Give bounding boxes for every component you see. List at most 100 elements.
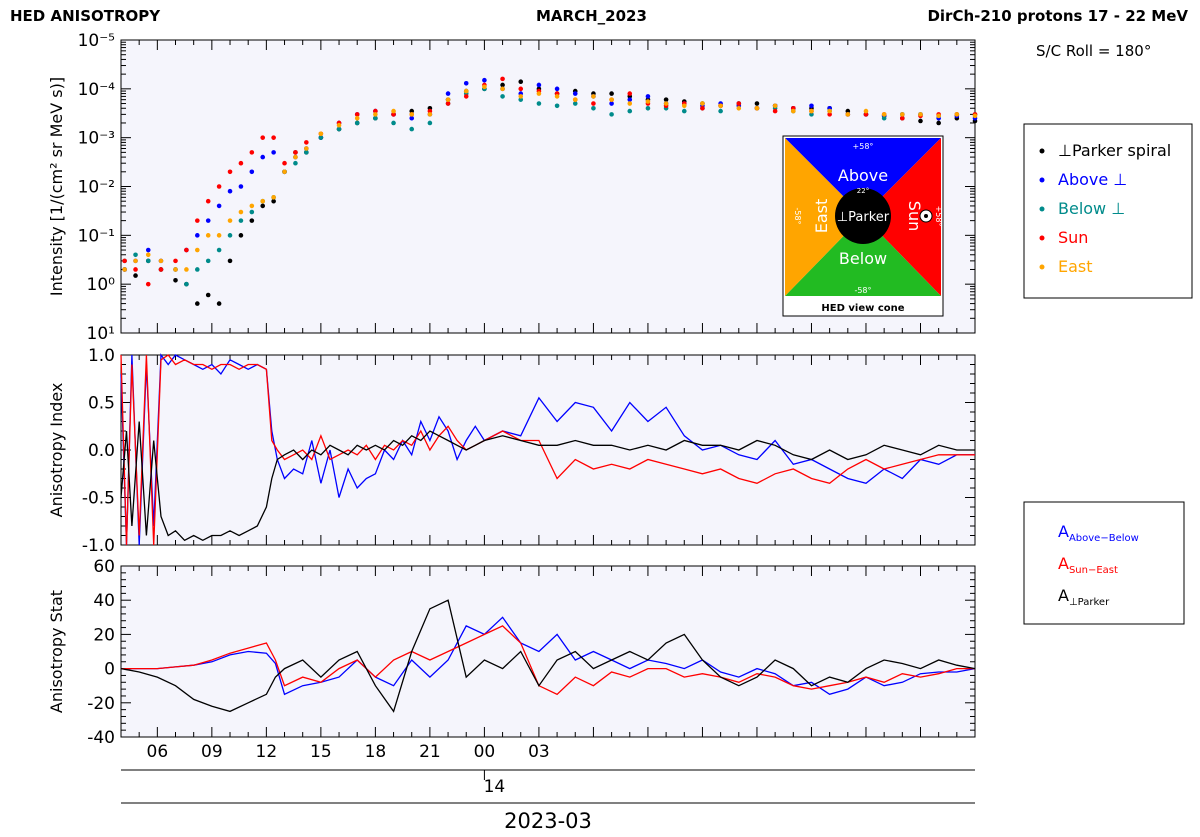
data-point bbox=[681, 108, 687, 114]
day-label: 14 bbox=[484, 777, 506, 797]
data-point bbox=[227, 233, 233, 238]
data-point bbox=[304, 140, 309, 145]
data-point bbox=[627, 91, 633, 96]
data-point bbox=[216, 184, 222, 189]
data-point bbox=[122, 267, 127, 272]
intensity-legend-frame bbox=[1023, 123, 1193, 299]
data-point bbox=[271, 135, 276, 140]
data-point bbox=[645, 94, 651, 99]
cone-east-label: East bbox=[812, 199, 831, 234]
cone-inner-angle: 22° bbox=[857, 187, 869, 195]
data-point bbox=[954, 112, 960, 117]
data-point bbox=[205, 233, 211, 238]
data-point bbox=[754, 101, 760, 106]
y-axis-label: Intensity [1/(cm² sr MeV s)] bbox=[47, 77, 66, 296]
data-point bbox=[184, 281, 189, 287]
data-point bbox=[318, 135, 324, 140]
cone-below-label: Below bbox=[839, 249, 887, 268]
y-tick-label: 10⁻⁵ bbox=[78, 31, 115, 51]
legend-marker bbox=[1039, 206, 1045, 212]
series-line bbox=[120, 599, 976, 713]
y-tick-label: 10¹ bbox=[87, 324, 115, 344]
data-point bbox=[809, 112, 814, 117]
data-point bbox=[195, 267, 200, 272]
data-point bbox=[173, 278, 178, 283]
data-point bbox=[195, 247, 200, 253]
data-point bbox=[536, 91, 542, 96]
y-tick-label: -20 bbox=[87, 694, 115, 714]
data-point bbox=[133, 273, 138, 278]
y-tick-label: 60 bbox=[93, 557, 115, 577]
data-point bbox=[518, 86, 524, 92]
legend-entry: AAbove−Below bbox=[1058, 522, 1139, 544]
data-point bbox=[827, 112, 832, 117]
data-point bbox=[736, 105, 742, 111]
data-point bbox=[700, 101, 705, 106]
data-point bbox=[238, 209, 244, 215]
x-tick-label: 09 bbox=[201, 742, 223, 762]
data-point bbox=[145, 281, 151, 287]
data-point bbox=[133, 258, 138, 264]
data-point bbox=[145, 247, 151, 253]
y-tick-label: -40 bbox=[87, 728, 115, 748]
data-point bbox=[918, 118, 923, 124]
legend-marker bbox=[1039, 264, 1045, 270]
data-point bbox=[249, 203, 255, 209]
data-point bbox=[518, 79, 524, 84]
data-point bbox=[318, 131, 324, 137]
data-point bbox=[809, 103, 814, 109]
data-point bbox=[736, 101, 742, 106]
data-point bbox=[445, 91, 451, 96]
data-point bbox=[427, 108, 433, 114]
data-point bbox=[972, 113, 978, 119]
data-point bbox=[173, 267, 178, 272]
data-point bbox=[518, 94, 524, 99]
cone-center-circle bbox=[835, 188, 891, 244]
data-point bbox=[591, 101, 596, 106]
data-point bbox=[354, 120, 360, 126]
data-point bbox=[845, 112, 851, 117]
y-tick-label: 10⁻⁴ bbox=[78, 80, 116, 100]
data-point bbox=[918, 112, 923, 117]
cone-above-region bbox=[785, 138, 941, 216]
y-tick-label: 40 bbox=[93, 591, 115, 611]
y-axis-label: Anisotropy Index bbox=[47, 383, 66, 518]
data-point bbox=[271, 150, 276, 155]
data-point bbox=[500, 82, 505, 88]
cone-bottom-angle: -58° bbox=[854, 286, 871, 295]
data-point bbox=[304, 150, 309, 155]
sun-symbol-dot-icon bbox=[924, 214, 928, 218]
data-point bbox=[227, 169, 233, 175]
y-tick-label: 0.5 bbox=[88, 394, 115, 414]
data-point bbox=[373, 112, 378, 117]
series-line bbox=[121, 616, 976, 696]
data-point bbox=[184, 247, 189, 253]
data-point bbox=[216, 247, 222, 253]
anisotropy-legend-frame bbox=[1023, 501, 1185, 625]
data-point bbox=[609, 112, 614, 117]
data-point bbox=[216, 203, 222, 209]
data-point bbox=[354, 115, 360, 121]
data-point bbox=[282, 169, 287, 175]
data-point bbox=[863, 108, 869, 114]
data-point bbox=[554, 86, 560, 92]
data-point bbox=[158, 258, 164, 264]
data-point bbox=[391, 120, 396, 126]
data-point bbox=[609, 91, 614, 96]
data-point bbox=[427, 112, 433, 117]
data-point bbox=[184, 267, 189, 272]
data-point bbox=[336, 126, 342, 132]
data-point bbox=[173, 258, 178, 264]
x-tick-label: 21 bbox=[419, 742, 441, 762]
data-point bbox=[936, 120, 941, 126]
data-point bbox=[260, 135, 266, 140]
data-point bbox=[205, 198, 211, 204]
data-point bbox=[145, 258, 151, 264]
x-tick-label: 12 bbox=[256, 742, 278, 762]
data-point bbox=[900, 112, 905, 117]
data-point bbox=[427, 120, 433, 126]
data-point bbox=[304, 146, 309, 151]
legend-main: A bbox=[1058, 586, 1069, 605]
data-point bbox=[681, 103, 687, 109]
